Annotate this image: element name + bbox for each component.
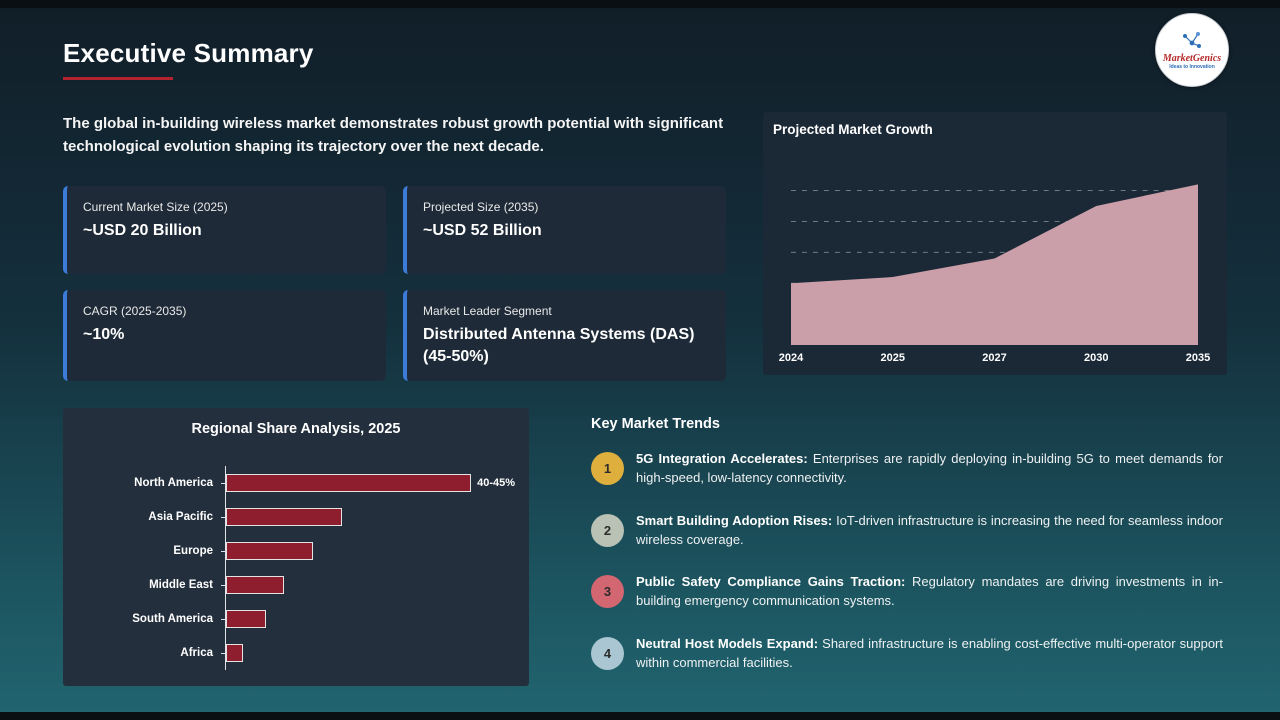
bar xyxy=(226,610,267,628)
stat-card-label: Market Leader Segment xyxy=(423,304,552,318)
bar-row-middle-east: Middle East xyxy=(79,568,515,602)
stat-card-value: ~USD 20 Billion xyxy=(83,222,202,239)
stat-card-label: Current Market Size (2025) xyxy=(83,200,228,214)
intro-paragraph: The global in-building wireless market d… xyxy=(63,115,724,156)
trend-text: Public Safety Compliance Gains Traction:… xyxy=(636,573,1223,611)
bar-track xyxy=(221,534,515,568)
bar-chart: North America 40-45% Asia Pacific Europe Mid… xyxy=(79,466,515,670)
area-chart-svg xyxy=(791,184,1198,345)
trend-badge-4: 4 xyxy=(591,637,624,671)
stat-card-current-market-size: Current Market Size (2025) ~USD 20 Billi… xyxy=(63,186,386,274)
stat-card-projected-size: Projected Size (2035) ~USD 52 Billion xyxy=(403,186,726,274)
projected-market-growth-panel: Projected Market Growth 2024 2025 2027 2030… xyxy=(763,112,1227,375)
bar-category-label: Africa xyxy=(180,647,213,659)
x-axis-label: 2024 xyxy=(778,352,804,364)
x-axis-label: 2027 xyxy=(982,352,1007,364)
key-market-trends: Key Market Trends 1 5G Integration Accel… xyxy=(591,416,1223,697)
bar-track xyxy=(221,500,515,534)
trend-lead: Smart Building Adoption Rises: xyxy=(636,512,833,528)
logo-name: MarketGenics xyxy=(1162,52,1222,64)
regional-chart-title: Regional Share Analysis, 2025 xyxy=(191,421,401,437)
stat-card-value: ~USD 52 Billion xyxy=(423,222,542,239)
bar-track xyxy=(221,636,515,670)
trend-body: IoT-driven infrastructure is increasing … xyxy=(636,512,1223,547)
x-axis-label: 2035 xyxy=(1185,352,1211,364)
bar-track: 40-45% xyxy=(221,466,515,500)
trend-item-5g-integration: 1 5G Integration Accelerates: Enterprise… xyxy=(591,450,1223,488)
growth-chart-title: Projected Market Growth xyxy=(773,122,933,137)
x-axis-label: 2025 xyxy=(880,352,905,364)
bar xyxy=(226,576,284,594)
stat-card-cagr: CAGR (2025-2035) ~10% xyxy=(63,290,386,382)
trend-text: 5G Integration Accelerates: Enterprises … xyxy=(636,450,1223,488)
bar xyxy=(226,542,313,560)
bar-category-label: South America xyxy=(132,613,213,625)
trend-badge-1: 1 xyxy=(591,452,624,485)
bar xyxy=(226,644,244,662)
bar-value-annotation: 40-45% xyxy=(477,477,515,489)
bottom-edge-bar xyxy=(0,712,1280,720)
trend-badge-3: 3 xyxy=(591,575,624,609)
trend-lead: Neutral Host Models Expand: xyxy=(636,636,819,652)
trend-text: Smart Building Adoption Rises: IoT-drive… xyxy=(636,512,1223,550)
trend-item-public-safety: 3 Public Safety Compliance Gains Tractio… xyxy=(591,573,1223,611)
bar-track xyxy=(221,602,515,636)
page-title: Executive Summary xyxy=(63,38,314,68)
marketgenics-logo: MarketGenics Ideas to Innovation xyxy=(1155,13,1229,87)
trend-item-neutral-host: 4 Neutral Host Models Expand: Shared inf… xyxy=(591,635,1223,673)
trend-body: Regulatory mandates are driving investme… xyxy=(636,574,1223,609)
stat-card-grid: Current Market Size (2025) ~USD 20 Billi… xyxy=(63,186,726,382)
bar-category-label: Asia Pacific xyxy=(148,511,213,523)
area-chart xyxy=(791,172,1198,345)
trend-body: Shared infrastructure is enabling cost-e… xyxy=(636,636,1223,670)
top-edge-bar xyxy=(0,0,1280,8)
x-axis-label: 2030 xyxy=(1084,352,1109,364)
bar-row-north-america: North America 40-45% xyxy=(79,466,515,500)
logo-tagline: Ideas to Innovation xyxy=(1169,63,1215,70)
regional-share-panel: Regional Share Analysis, 2025 North Amer… xyxy=(63,408,529,686)
trend-lead: Public Safety Compliance Gains Traction: xyxy=(636,574,906,590)
bar-track xyxy=(221,568,515,602)
bar-category-label: North America xyxy=(134,477,213,489)
trend-badge-2: 2 xyxy=(591,513,624,547)
network-nodes-icon xyxy=(1183,31,1201,48)
trend-body: Enterprises are rapidly deploying in-bui… xyxy=(636,451,1223,485)
bar-row-europe: Europe xyxy=(79,534,515,568)
stat-card-value: ~10% xyxy=(83,326,125,343)
bar-category-label: Europe xyxy=(173,545,213,557)
bar xyxy=(226,508,342,526)
bar-category-label: Middle East xyxy=(149,579,213,591)
header: Executive Summary xyxy=(63,38,314,80)
trends-title: Key Market Trends xyxy=(591,416,720,432)
bar-row-africa: Africa xyxy=(79,636,515,670)
stat-card-market-leader-segment: Market Leader Segment Distributed Antenn… xyxy=(403,290,726,382)
bar xyxy=(226,474,472,492)
x-axis-labels: 2024 2025 2027 2030 2035 xyxy=(779,352,1210,368)
trend-item-smart-building: 2 Smart Building Adoption Rises: IoT-dri… xyxy=(591,512,1223,550)
bar-row-asia-pacific: Asia Pacific xyxy=(79,500,515,534)
stat-card-label: CAGR (2025-2035) xyxy=(83,304,187,318)
trend-text: Neutral Host Models Expand: Shared infra… xyxy=(636,635,1223,673)
title-underline xyxy=(63,77,173,80)
stat-card-label: Projected Size (2035) xyxy=(423,200,539,214)
market-growth-area xyxy=(791,184,1198,345)
trend-lead: 5G Integration Accelerates: xyxy=(636,451,808,466)
stat-card-value: Distributed Antenna Systems (DAS) (45-50… xyxy=(423,326,695,365)
bar-row-south-america: South America xyxy=(79,602,515,636)
